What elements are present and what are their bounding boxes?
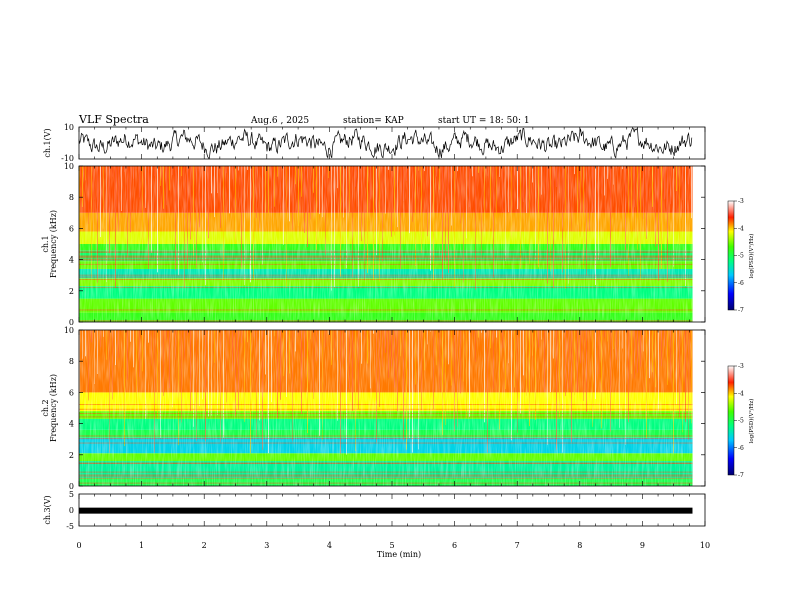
ch2-colorbar-ticks: -3 -4 -5 -6 -7	[734, 363, 744, 479]
ch1-ytick-bottom: -10	[61, 154, 74, 163]
time-tick-label: 0	[76, 541, 81, 550]
colorbar-tick-label: -4	[738, 390, 744, 397]
time-axis-labels: 0 1 2 3 4 5 6 7 8 9 10	[76, 541, 710, 550]
ch1-spectrogram-texture	[79, 166, 692, 322]
station-label: station= KAP	[343, 116, 404, 126]
ch2-channel-label: ch.2	[41, 399, 50, 416]
frequency-tick-label: 6	[69, 224, 74, 233]
time-tick-label: 4	[327, 541, 332, 550]
colorbar-tick-label: -6	[738, 280, 744, 287]
ch1-spectrogram-yticks: 0 2 4 6 8 10	[64, 162, 705, 327]
time-axis-ticks	[78, 127, 706, 526]
colorbar-tick-label: -5	[738, 418, 744, 425]
start-time-label: start UT = 18: 50: 1	[438, 116, 530, 126]
frequency-tick-label: 4	[69, 420, 74, 429]
time-tick-label: 6	[452, 541, 457, 550]
frequency-tick-label: 10	[64, 326, 74, 335]
time-tick-label: 8	[577, 541, 582, 550]
colorbar-tick-label: -7	[738, 307, 744, 314]
colorbar-tick-label: -4	[738, 225, 744, 232]
colorbar-tick-label: -3	[738, 198, 744, 205]
time-tick-label: 5	[389, 541, 394, 550]
frequency-tick-label: 0	[69, 318, 74, 327]
ch1-colorbar-ticks: -3 -4 -5 -6 -7	[734, 198, 744, 314]
time-tick-label: 3	[264, 541, 269, 550]
ch3-waveform-trace	[79, 507, 693, 514]
frequency-tick-label: 8	[69, 357, 74, 366]
time-tick-label: 1	[139, 541, 144, 550]
colorbar-tick-label: -3	[738, 363, 744, 370]
frequency-tick-label: 2	[69, 287, 74, 296]
time-tick-label: 10	[700, 541, 710, 550]
frequency-tick-label: 10	[64, 162, 74, 171]
frequency-tick-label: 0	[69, 482, 74, 491]
ch1-waveform-trace	[78, 126, 693, 159]
ch1-colorbar-label: log(PSD)(V²/Hz)	[748, 234, 755, 279]
colorbar-tick-label: -5	[738, 253, 744, 260]
ch3-ytick-top: 5	[69, 490, 74, 499]
colorbar-tick-label: -7	[738, 472, 744, 479]
ch2-colorbar	[727, 365, 735, 476]
ch2-colorbar-label: log(PSD)(V²/Hz)	[748, 399, 755, 444]
ch3-ytick-bottom: -5	[66, 522, 74, 531]
ch1-ytick-top: 10	[64, 123, 74, 132]
figure-title: VLF Spectra	[78, 113, 149, 126]
ch2-frequency-ylabel: Frequency (kHz)	[49, 374, 58, 442]
time-tick-label: 7	[515, 541, 520, 550]
time-tick-label: 2	[202, 541, 207, 550]
frequency-tick-label: 8	[69, 193, 74, 202]
ch2-spectrogram-texture	[79, 330, 692, 486]
ch1-frequency-ylabel: Frequency (kHz)	[49, 210, 58, 278]
frequency-tick-label: 2	[69, 451, 74, 460]
time-axis-title: Time (min)	[377, 550, 421, 559]
ch1-colorbar	[727, 200, 735, 311]
colorbar-tick-label: -6	[738, 445, 744, 452]
ch2-spectrogram-yticks: 0 2 4 6 8 10	[64, 326, 705, 491]
ch1-channel-label: ch.1	[41, 235, 50, 252]
ch3-ytick-mid: 0	[69, 506, 74, 515]
ch3-waveform-panel: 5 0 -5 ch.3(V)	[43, 490, 706, 531]
frequency-tick-label: 6	[69, 388, 74, 397]
frequency-tick-label: 4	[69, 256, 74, 265]
time-tick-label: 9	[640, 541, 645, 550]
ch1-waveform-ylabel: ch.1(V)	[43, 128, 52, 157]
date-label: Aug.6 , 2025	[250, 116, 309, 126]
ch3-waveform-ylabel: ch.3(V)	[43, 495, 52, 524]
ch1-waveform-panel: 10 -10 ch.1(V)	[43, 123, 706, 163]
